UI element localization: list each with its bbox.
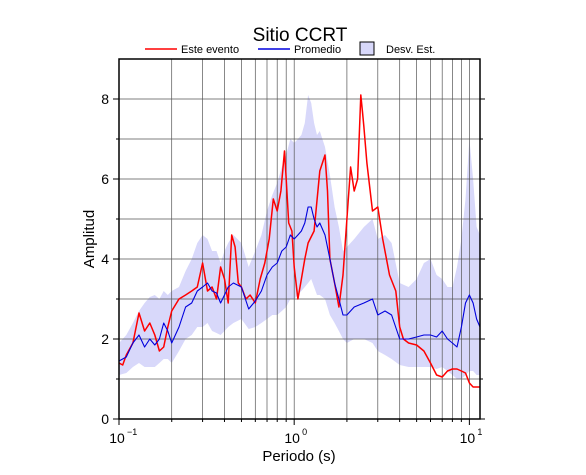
grid [119,59,480,419]
y-tick-label: 0 [101,411,109,427]
std-band-area [119,95,480,379]
x-tick-exponent: 0 [302,427,307,437]
legend-event-label: Este evento [181,44,239,56]
x-tick-exponent: 1 [477,427,482,437]
y-tick-label: 2 [101,331,109,347]
std-band-layer [119,95,480,379]
x-tick-label: 10 [109,430,125,446]
x-axis-label: Periodo (s) [262,448,335,465]
y-axis-label: Amplitud [81,210,98,268]
y-tick-label: 8 [101,91,109,107]
legend-std-swatch [359,41,375,56]
legend-mean-label: Promedio [294,44,341,56]
x-axis: 10 −1 10 0 10 1 [109,419,482,446]
plot-frame [118,58,481,420]
series-layer [118,94,481,388]
y-tick-label: 4 [101,251,109,267]
event-series-line [118,94,480,388]
x-tick-label: 10 [460,430,476,446]
y-axis: 0 2 4 6 8 [101,91,485,427]
x-tick-exponent: −1 [127,427,137,437]
legend: Este evento Promedio Desv. Est. [145,41,435,56]
chart-title: Sitio CCRT [253,25,348,46]
plot-area [118,58,481,420]
legend-std-label: Desv. Est. [386,44,435,56]
y-tick-label: 6 [101,171,109,187]
mean-series-line [118,206,481,362]
x-tick-label: 10 [284,430,300,446]
